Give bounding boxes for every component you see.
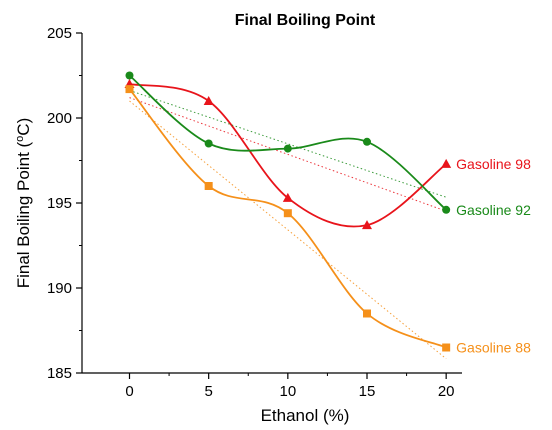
gasoline-98-line <box>130 84 447 226</box>
plot-area: 185 190 195 200 205 0 5 10 15 20 Gasoline 98 Gasoli… <box>47 25 531 400</box>
gasoline-88-label: Gasoline 88 <box>456 340 531 356</box>
gasoline-92-point <box>442 206 450 214</box>
gasoline-98-point <box>441 159 451 168</box>
chart-title: Final Boiling Point <box>235 12 376 29</box>
gasoline-98-point <box>204 96 214 105</box>
gasoline-88-line <box>130 89 447 347</box>
gasoline-92-line <box>130 76 447 210</box>
x-tick-label: 5 <box>204 383 212 400</box>
y-axis-label-suffix: C) <box>14 118 33 136</box>
x-tick-label: 0 <box>125 383 133 400</box>
x-axis-label: Ethanol (%) <box>261 406 350 425</box>
gasoline-92-point <box>363 138 371 146</box>
gasoline-88-trendline <box>130 101 447 359</box>
y-tick-label: 185 <box>47 365 72 382</box>
gasoline-92-point <box>205 140 213 148</box>
gasoline-98-label: Gasoline 98 <box>456 156 531 172</box>
x-tick-label: 20 <box>438 383 455 400</box>
gasoline-88-point <box>284 209 292 217</box>
gasoline-92-point <box>284 145 292 153</box>
y-tick-label: 205 <box>47 25 72 42</box>
gasoline-88-point <box>126 85 134 93</box>
gasoline-92-label: Gasoline 92 <box>456 202 531 218</box>
gasoline-92-trendline <box>130 90 447 197</box>
y-axis-label: Final Boiling Point (oC) <box>14 118 33 289</box>
gasoline-92-point <box>126 72 134 80</box>
y-axis-label-prefix: Final Boiling Point ( <box>14 141 33 288</box>
gasoline-88-point <box>363 310 371 318</box>
x-tick-label: 15 <box>359 383 376 400</box>
y-tick-label: 200 <box>47 110 72 127</box>
y-tick-label: 195 <box>47 195 72 212</box>
gasoline-88-point <box>442 344 450 352</box>
y-tick-label: 190 <box>47 280 72 297</box>
gasoline-88-point <box>205 182 213 190</box>
x-tick-label: 10 <box>279 383 296 400</box>
